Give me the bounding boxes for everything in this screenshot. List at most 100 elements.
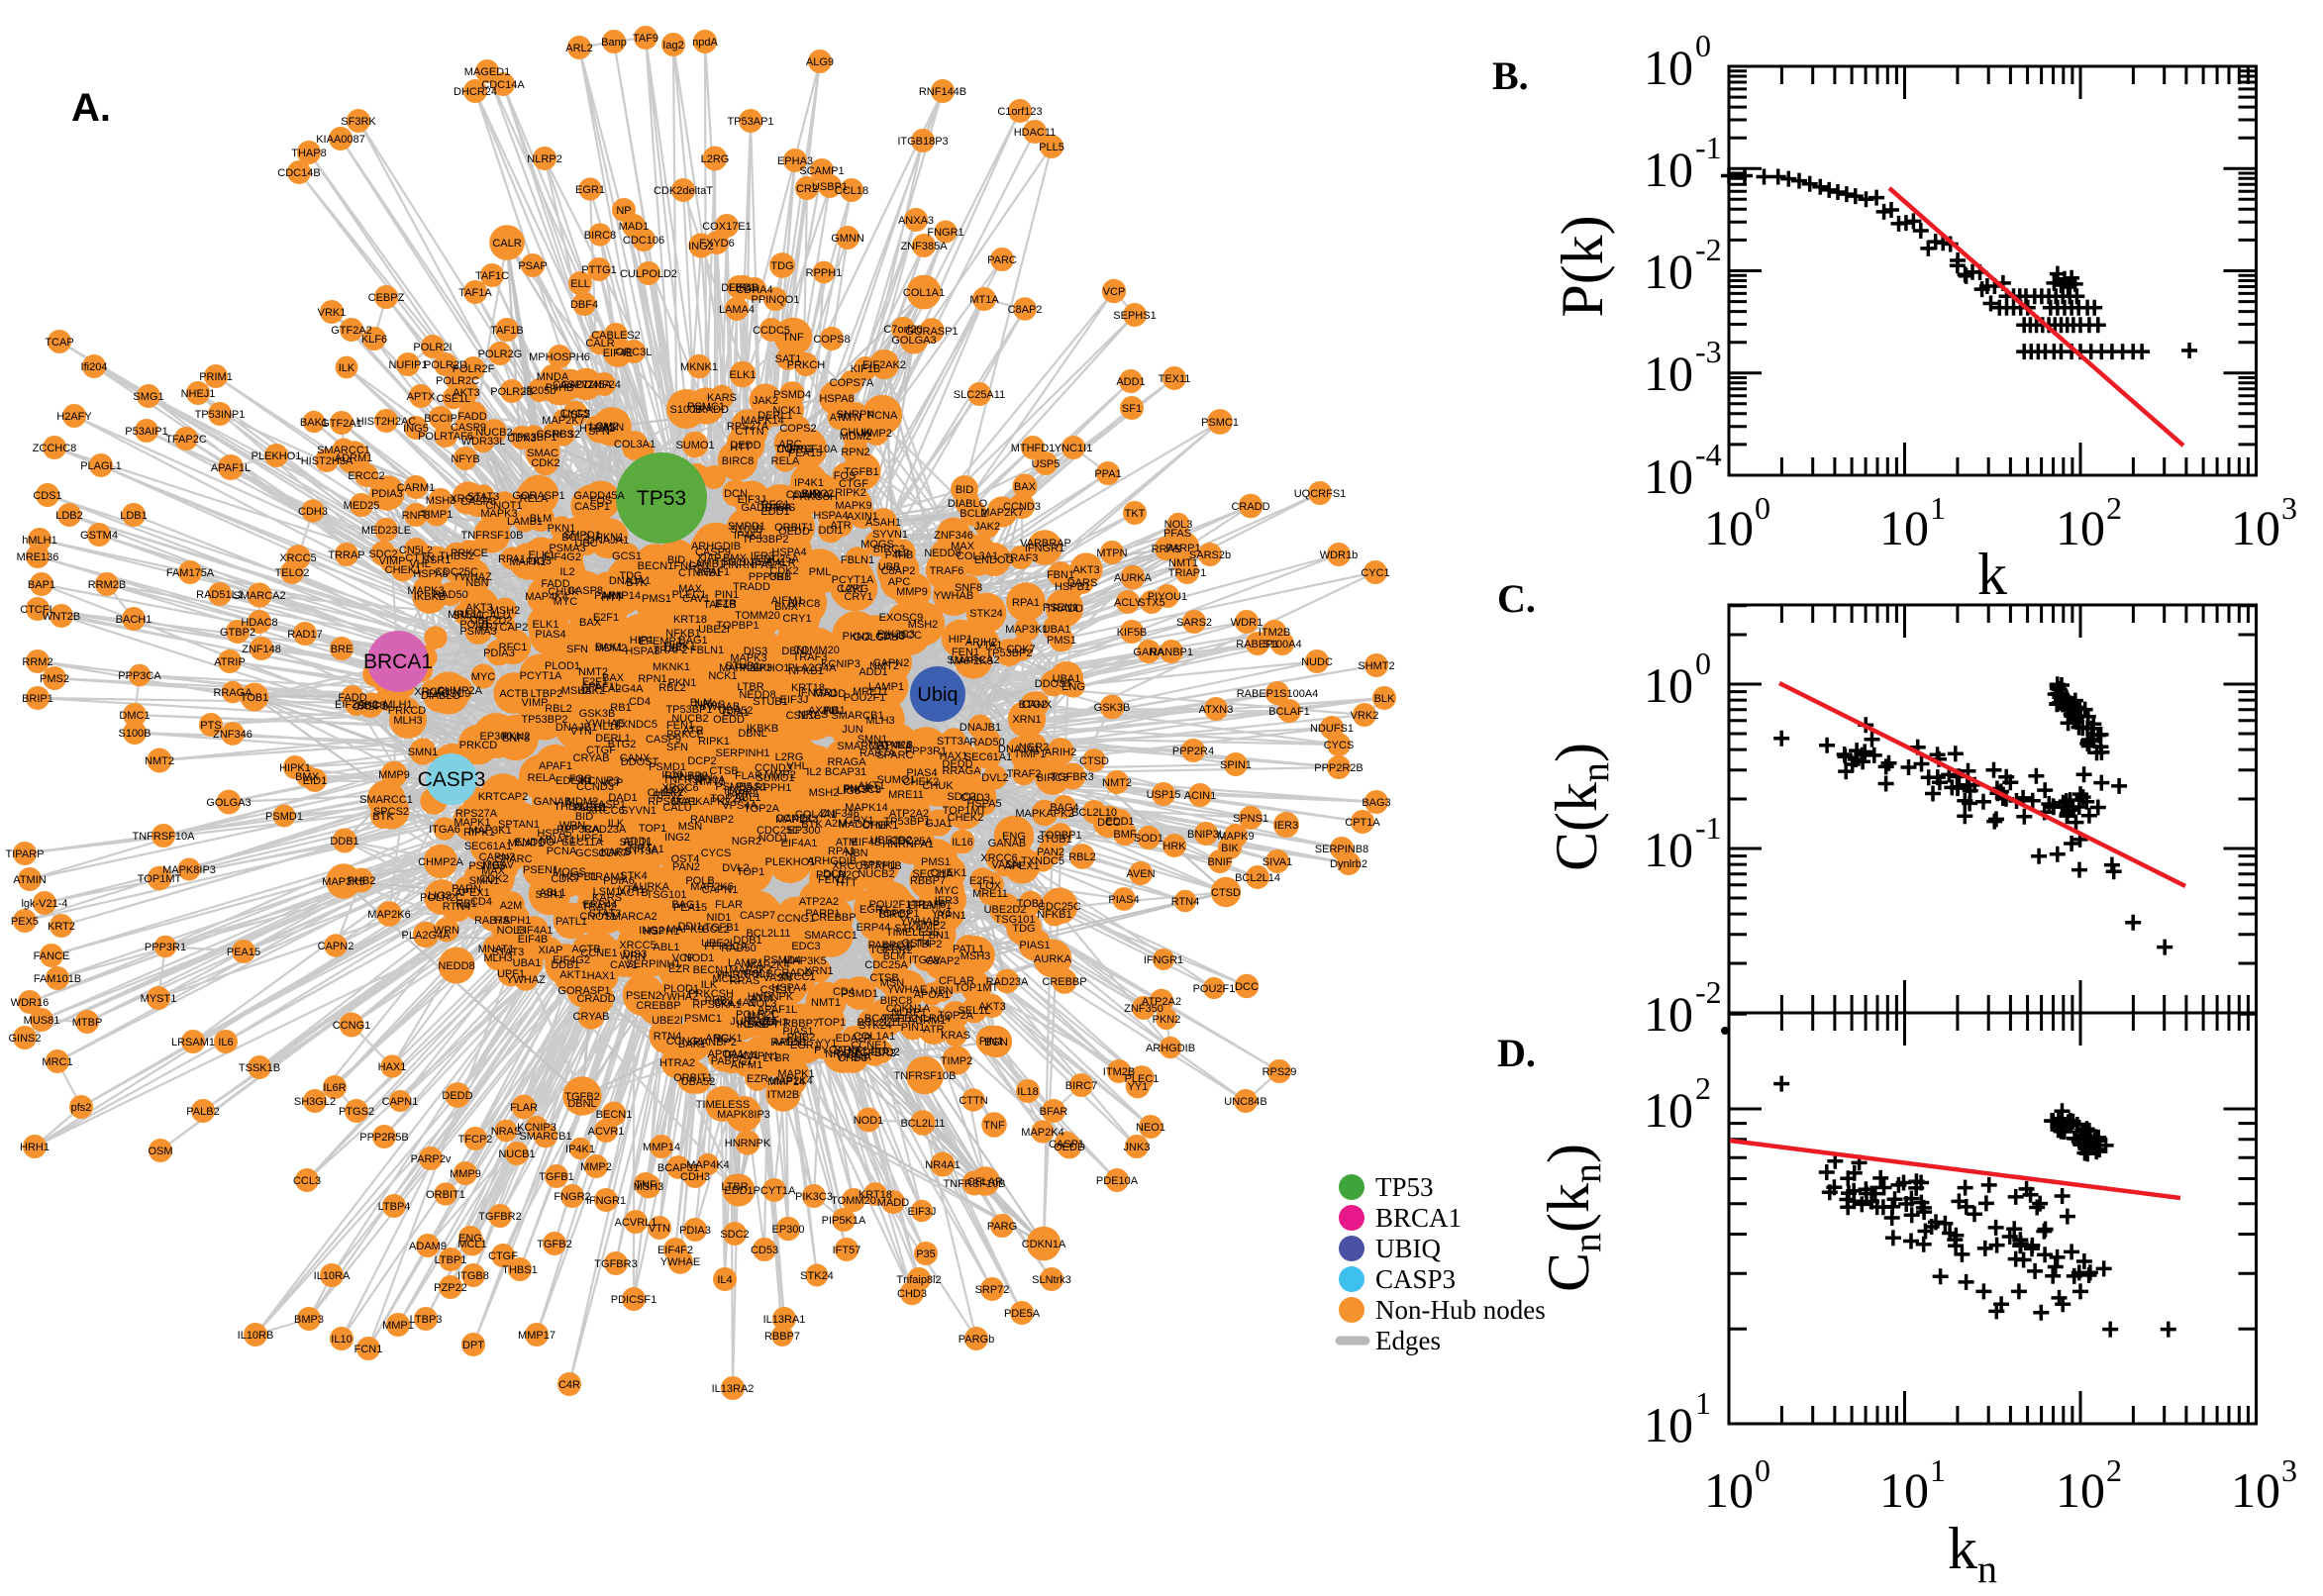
svg-text:COL3A1: COL3A1 bbox=[957, 550, 998, 562]
svg-text:MAPK8IP3: MAPK8IP3 bbox=[162, 864, 216, 876]
svg-text:ARIH2: ARIH2 bbox=[1045, 747, 1076, 758]
svg-text:C1orf123: C1orf123 bbox=[997, 106, 1042, 118]
svg-text:ATXN3: ATXN3 bbox=[1199, 704, 1234, 716]
svg-text:PDICSF1: PDICSF1 bbox=[611, 1294, 656, 1306]
svg-text:CHD3: CHD3 bbox=[897, 1288, 927, 1300]
svg-text:LAMP1: LAMP1 bbox=[728, 957, 763, 969]
svg-text:FLAR: FLAR bbox=[715, 899, 743, 911]
svg-text:TRAM1: TRAM1 bbox=[722, 1049, 758, 1061]
svg-text:Tnfaip8l2: Tnfaip8l2 bbox=[896, 1274, 941, 1286]
svg-text:HRK: HRK bbox=[1162, 841, 1186, 852]
svg-text:MED23LE: MED23LE bbox=[361, 525, 411, 537]
svg-text:BIRC8: BIRC8 bbox=[722, 455, 754, 467]
svg-text:XRCC5: XRCC5 bbox=[279, 552, 316, 564]
svg-text:ASAH1: ASAH1 bbox=[865, 517, 901, 529]
svg-text:ATR: ATR bbox=[830, 520, 851, 532]
svg-text:MAP4K4: MAP4K4 bbox=[686, 1159, 729, 1171]
svg-text:AURKA: AURKA bbox=[1034, 953, 1072, 965]
svg-text:PPA1: PPA1 bbox=[1094, 468, 1121, 480]
svg-text:CYCS: CYCS bbox=[1324, 740, 1355, 751]
svg-text:NDUFS1: NDUFS1 bbox=[1310, 723, 1354, 735]
svg-text:NP: NP bbox=[616, 205, 631, 217]
svg-text:1: 1 bbox=[1930, 490, 1946, 526]
svg-text:BAX: BAX bbox=[579, 617, 602, 629]
svg-text:SEC61A1: SEC61A1 bbox=[464, 841, 512, 852]
svg-text:MKNK1: MKNK1 bbox=[653, 661, 690, 673]
svg-text:LTBP4: LTBP4 bbox=[378, 1201, 411, 1213]
svg-text:CSE1L: CSE1L bbox=[760, 984, 795, 996]
svg-text:CHEK2: CHEK2 bbox=[948, 812, 984, 824]
svg-text:MED25: MED25 bbox=[344, 500, 380, 512]
svg-text:ING2: ING2 bbox=[664, 832, 690, 844]
svg-text:CHEK1: CHEK1 bbox=[385, 564, 422, 576]
svg-text:CCND3: CCND3 bbox=[576, 781, 614, 793]
svg-text:MAP2K6: MAP2K6 bbox=[367, 909, 410, 921]
svg-text:RTN4: RTN4 bbox=[1171, 896, 1200, 908]
svg-text:LDB1: LDB1 bbox=[120, 510, 148, 522]
svg-text:RPA1: RPA1 bbox=[498, 553, 526, 565]
svg-text:CASP1: CASP1 bbox=[574, 501, 610, 513]
svg-text:SERPINH1: SERPINH1 bbox=[715, 748, 769, 759]
svg-text:EP300: EP300 bbox=[787, 825, 820, 837]
svg-text:P53AIP1: P53AIP1 bbox=[125, 426, 167, 438]
svg-text:NEO1: NEO1 bbox=[1136, 1122, 1165, 1134]
svg-text:IP4K1: IP4K1 bbox=[565, 1144, 595, 1155]
svg-text:C4R: C4R bbox=[558, 1379, 580, 1391]
svg-text:USP15: USP15 bbox=[1147, 789, 1181, 801]
svg-text:PTGS2: PTGS2 bbox=[339, 1106, 374, 1118]
svg-text:PLEKHO1: PLEKHO1 bbox=[765, 856, 816, 868]
svg-text:CYCS: CYCS bbox=[701, 848, 732, 859]
svg-text:RTN4: RTN4 bbox=[654, 1031, 682, 1043]
svg-text:MRC1: MRC1 bbox=[42, 1056, 72, 1068]
svg-text:GMNN: GMNN bbox=[831, 233, 864, 245]
svg-text:DCP2: DCP2 bbox=[687, 755, 716, 767]
svg-text:MYST1: MYST1 bbox=[141, 993, 177, 1005]
svg-text:MLH1: MLH1 bbox=[383, 699, 412, 711]
svg-text:USP5: USP5 bbox=[1032, 458, 1060, 470]
svg-text:PRIM1: PRIM1 bbox=[199, 371, 233, 383]
svg-text:IFNGR1: IFNGR1 bbox=[1144, 954, 1183, 966]
svg-text:BCCIP: BCCIP bbox=[424, 413, 457, 425]
svg-text:GINS2: GINS2 bbox=[8, 1033, 41, 1045]
svg-text:PIAS4: PIAS4 bbox=[906, 767, 937, 779]
svg-text:JNK3: JNK3 bbox=[1124, 1142, 1151, 1153]
svg-text:PLEKHO1: PLEKHO1 bbox=[740, 662, 790, 674]
svg-text:SYVN1: SYVN1 bbox=[621, 805, 656, 817]
svg-text:NMT2: NMT2 bbox=[145, 755, 174, 767]
svg-text:CALR: CALR bbox=[492, 238, 521, 249]
svg-text:PATL1: PATL1 bbox=[953, 944, 984, 955]
svg-text:MSH2: MSH2 bbox=[809, 787, 840, 799]
svg-text:CYC1: CYC1 bbox=[1361, 567, 1389, 579]
svg-text:STUB1: STUB1 bbox=[753, 696, 787, 708]
svg-text:FOS: FOS bbox=[834, 470, 857, 482]
svg-text:STX5: STX5 bbox=[1138, 597, 1165, 609]
svg-text:BNIP3L: BNIP3L bbox=[1187, 829, 1225, 841]
svg-text:ARHGDIB: ARHGDIB bbox=[1146, 1043, 1195, 1054]
svg-text:PRKCH: PRKCH bbox=[787, 359, 826, 371]
svg-text:10: 10 bbox=[1704, 1462, 1754, 1518]
svg-text:EIF4A1: EIF4A1 bbox=[781, 838, 818, 849]
svg-text:XRCC6: XRCC6 bbox=[980, 852, 1017, 864]
svg-text:POLR2I: POLR2I bbox=[413, 342, 452, 353]
svg-text:XRN1: XRN1 bbox=[804, 965, 833, 977]
svg-text:PIK3C3: PIK3C3 bbox=[877, 629, 915, 641]
svg-text:TP53: TP53 bbox=[1375, 1172, 1434, 1202]
svg-text:TAF1B: TAF1B bbox=[572, 802, 605, 814]
svg-text:MPHOSPH6: MPHOSPH6 bbox=[529, 351, 590, 363]
svg-text:PDIA3: PDIA3 bbox=[679, 1225, 711, 1237]
svg-text:SIVA1: SIVA1 bbox=[1262, 856, 1292, 868]
svg-text:MAPK14: MAPK14 bbox=[845, 802, 887, 814]
svg-text:RB1: RB1 bbox=[610, 702, 631, 714]
svg-text:NMT1: NMT1 bbox=[811, 997, 841, 1009]
svg-text:OSM: OSM bbox=[148, 1146, 172, 1157]
svg-text:IL16: IL16 bbox=[599, 721, 620, 733]
svg-text:PDE10A: PDE10A bbox=[1096, 1175, 1139, 1187]
svg-text:-2: -2 bbox=[1695, 974, 1722, 1010]
svg-text:L2RG: L2RG bbox=[701, 153, 730, 165]
svg-text:OEDD: OEDD bbox=[778, 526, 810, 538]
svg-text:MMP2: MMP2 bbox=[580, 1161, 612, 1173]
svg-text:BACH1: BACH1 bbox=[116, 614, 152, 626]
svg-text:TFAP2C: TFAP2C bbox=[165, 434, 207, 446]
svg-text:MAPK8IP3: MAPK8IP3 bbox=[717, 1109, 770, 1121]
svg-text:TSG101: TSG101 bbox=[995, 914, 1036, 926]
